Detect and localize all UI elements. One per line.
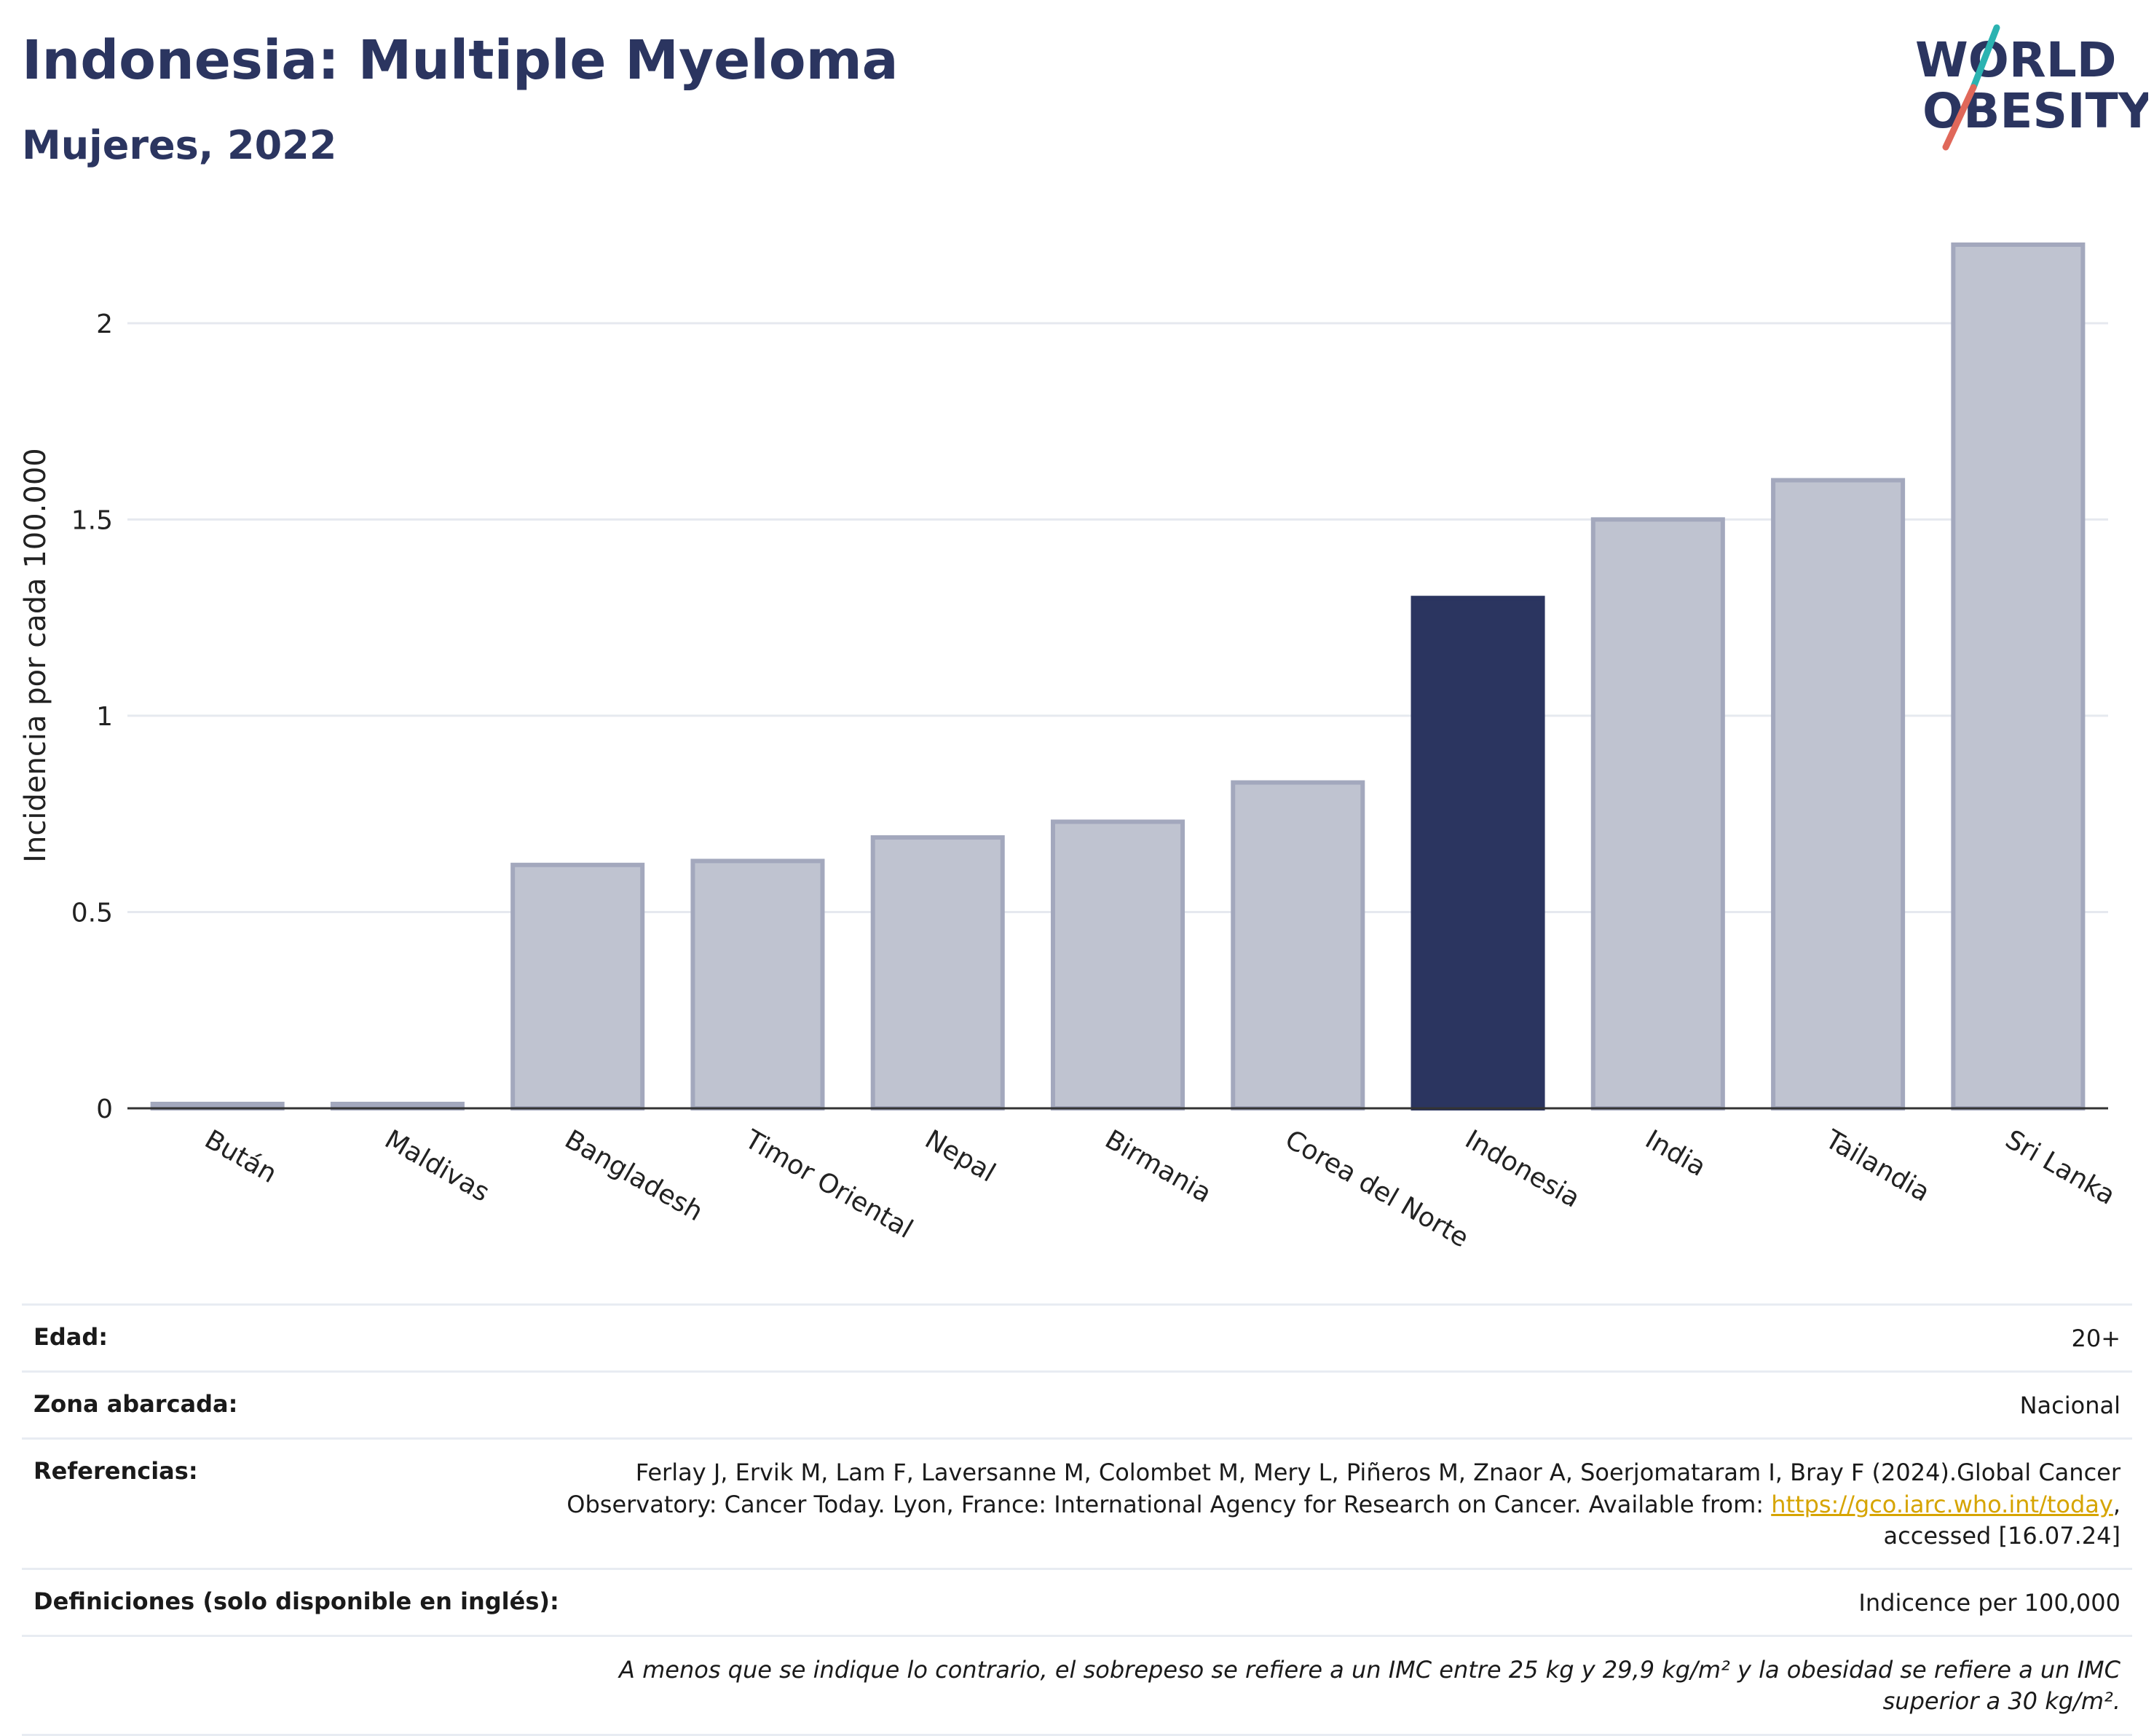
x-tick-label: Sri Lanka [2000,1124,2121,1211]
x-tick-labels: Bután Maldivas Bangladesh Timor Oriental Nep… [200,1124,2120,1254]
x-tick-label: Timor Oriental [739,1124,918,1244]
logo-slash-red [1942,84,1977,151]
bar-nepal [870,835,1005,1110]
area-label: Zona abarcada: [33,1390,238,1419]
logo-slash-teal [1970,24,2000,91]
x-tick-label: Birmania [1100,1124,1217,1209]
x-tick-label: Indonesia [1460,1124,1585,1214]
info-row-area: Zona abarcada: Nacional [22,1373,2132,1440]
age-value: 20+ [2071,1325,2121,1352]
definitions-value: Indicence per 100,000 [1858,1588,2121,1617]
info-row-definitions: Definiciones (solo disponible en inglés)… [22,1570,2132,1638]
y-tick-labels: 0 0.5 1 1.5 2 [71,309,113,1124]
bar-indonesia [1411,596,1545,1110]
bar-birmania [1050,819,1186,1110]
age-label: Edad: [33,1323,109,1351]
bar-chart: 0 0.5 1 1.5 2 Bután Maldivas Bangladesh Timor O… [19,242,2120,1254]
x-tick-label: Corea del Norte [1280,1124,1474,1253]
world-obesity-logo: WORLD OBESITY [1915,24,2148,151]
y-tick-label: 0 [96,1094,113,1124]
references-accessed: , accessed [16.07.24] [1883,1490,2121,1550]
references-link[interactable]: https://gco.iarc.who.int/today [1771,1490,2113,1518]
x-tick-label: India [1640,1124,1711,1183]
references-value: Ferlay J, Ervik M, Lam F, Laversanne M, … [518,1457,2121,1552]
references-text: Ferlay J, Ervik M, Lam F, Laversanne M, … [567,1459,2121,1518]
x-tick-label: Tailandia [1820,1124,1935,1208]
area-value: Nacional [2019,1392,2121,1420]
y-axis-title: Incidencia por cada 100.000 [19,448,52,863]
y-tick-label: 1.5 [71,505,113,535]
chart-title: Indonesia: Multiple Myeloma [22,29,899,92]
y-tick-label: 0.5 [71,898,113,928]
logo-text-world: WORLD [1915,32,2117,88]
y-tick-label: 1 [96,702,113,732]
info-table: Edad: 20+ Zona abarcada: Nacional Refere… [22,1303,2132,1736]
info-row-references: Referencias: Ferlay J, Ervik M, Lam F, L… [22,1440,2132,1570]
bar-corea-del-norte [1231,780,1365,1111]
bar-sri-lanka [1951,242,2086,1110]
obesity-definition-note: A menos que se indique lo contrario, el … [619,1656,2121,1716]
bar-tailandia [1771,478,1906,1110]
bars [150,242,2086,1111]
references-label: Referencias: [33,1457,198,1486]
info-row-age: Edad: 20+ [22,1306,2132,1373]
y-tick-label: 2 [96,309,113,339]
chart-subtitle: Mujeres, 2022 [22,122,337,168]
info-row-note: A menos que se indique lo contrario, el … [22,1637,2132,1736]
x-tick-label: Maldivas [379,1124,494,1208]
x-tick-label: Nepal [920,1124,1001,1188]
definitions-label: Definiciones (solo disponible en inglés)… [33,1587,559,1615]
bar-timor-oriental [690,859,825,1110]
x-tick-label: Bangladesh [560,1124,708,1227]
x-tick-label: Bután [200,1124,282,1189]
bar-india [1590,517,1725,1110]
bar-bangladesh [510,862,645,1111]
